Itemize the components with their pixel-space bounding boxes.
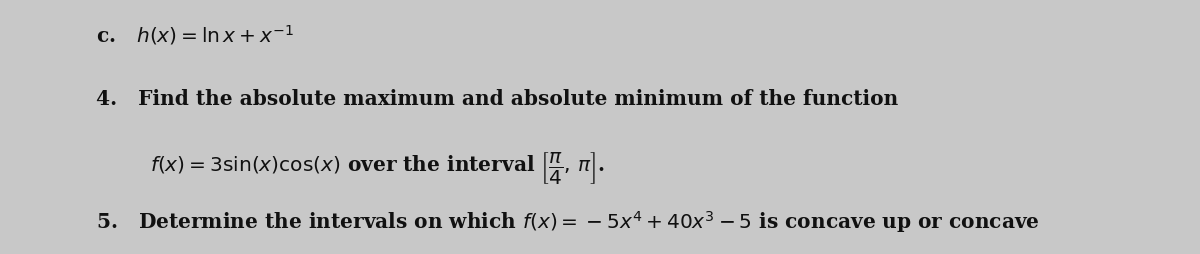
Text: 5.   Determine the intervals on which $f(x) = -5x^4 + 40x^3 - 5$ is concave up o: 5. Determine the intervals on which $f(x…: [96, 208, 1039, 234]
Text: 4.   Find the absolute maximum and absolute minimum of the function: 4. Find the absolute maximum and absolut…: [96, 89, 899, 109]
Text: c.   $h(x) = \ln x + x^{-1}$: c. $h(x) = \ln x + x^{-1}$: [96, 23, 294, 47]
Text: $f(x) = 3\sin(x)\cos(x)$ over the interval $\left[\dfrac{\pi}{4},\, \pi\right]$.: $f(x) = 3\sin(x)\cos(x)$ over the interv…: [150, 150, 605, 186]
